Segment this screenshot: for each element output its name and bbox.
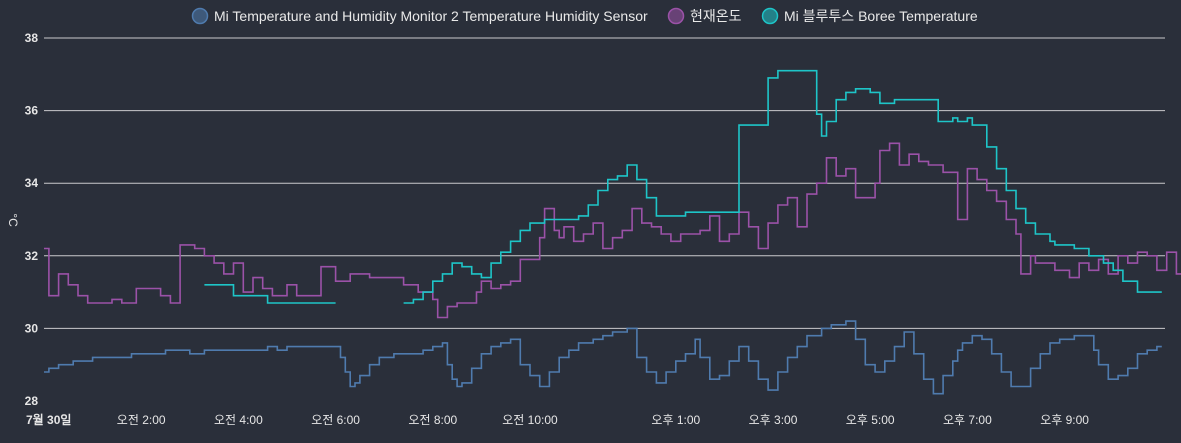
legend-item-1[interactable]: Mi Temperature and Humidity Monitor 2 Te…: [191, 7, 649, 25]
y-tick-label: 36: [25, 104, 39, 118]
y-tick-label: 32: [25, 249, 39, 263]
y-tick-label: 30: [25, 321, 39, 335]
legend-swatch: [761, 7, 779, 25]
y-tick-label: 38: [25, 31, 39, 45]
legend: Mi Temperature and Humidity Monitor 2 Te…: [191, 7, 978, 25]
x-tick-label: 오후 3:00: [749, 413, 798, 427]
y-gridlines: [44, 37, 1165, 329]
legend-item-2[interactable]: 현재온도: [667, 7, 742, 25]
x-axis-ticks: 7월 30일 오전 2:00 오전 4:00 오전 6:00 오전 8:00 오전 10:…: [26, 412, 1089, 427]
series-lines: [44, 69, 1181, 395]
x-tick-label: 오전 2:00: [117, 413, 166, 427]
x-tick-label: 오전 10:00: [502, 413, 558, 427]
x-tick-label: 오전 6:00: [311, 413, 360, 427]
x-tick-label: 오후 5:00: [846, 413, 895, 427]
series-line-2: [44, 142, 1181, 319]
x-tick-label: 오후 1:00: [651, 413, 700, 427]
legend-item-3[interactable]: Mi 블루투스 Boree Temperature: [761, 7, 978, 25]
x-tick-label: 오전 4:00: [214, 413, 263, 427]
legend-swatch: [191, 7, 209, 25]
y-axis-label: °C: [6, 213, 20, 227]
y-tick-label: 28: [25, 394, 39, 408]
x-tick-label: 오후 9:00: [1040, 413, 1089, 427]
x-tick-label: 7월 30일: [26, 412, 71, 427]
series-line-3: [204, 284, 336, 304]
y-tick-label: 34: [25, 176, 39, 190]
y-axis-ticks: 28 30 32 34 36 38: [25, 31, 39, 408]
legend-label: Mi 블루투스 Boree Temperature: [784, 8, 978, 24]
series-line-3: [403, 69, 1162, 304]
x-tick-label: 오후 7:00: [943, 413, 992, 427]
x-tick-label: 오전 8:00: [408, 413, 457, 427]
legend-label: 현재온도: [690, 8, 742, 24]
series-line-1: [44, 320, 1162, 395]
legend-label: Mi Temperature and Humidity Monitor 2 Te…: [214, 8, 648, 24]
legend-swatch: [667, 7, 685, 25]
